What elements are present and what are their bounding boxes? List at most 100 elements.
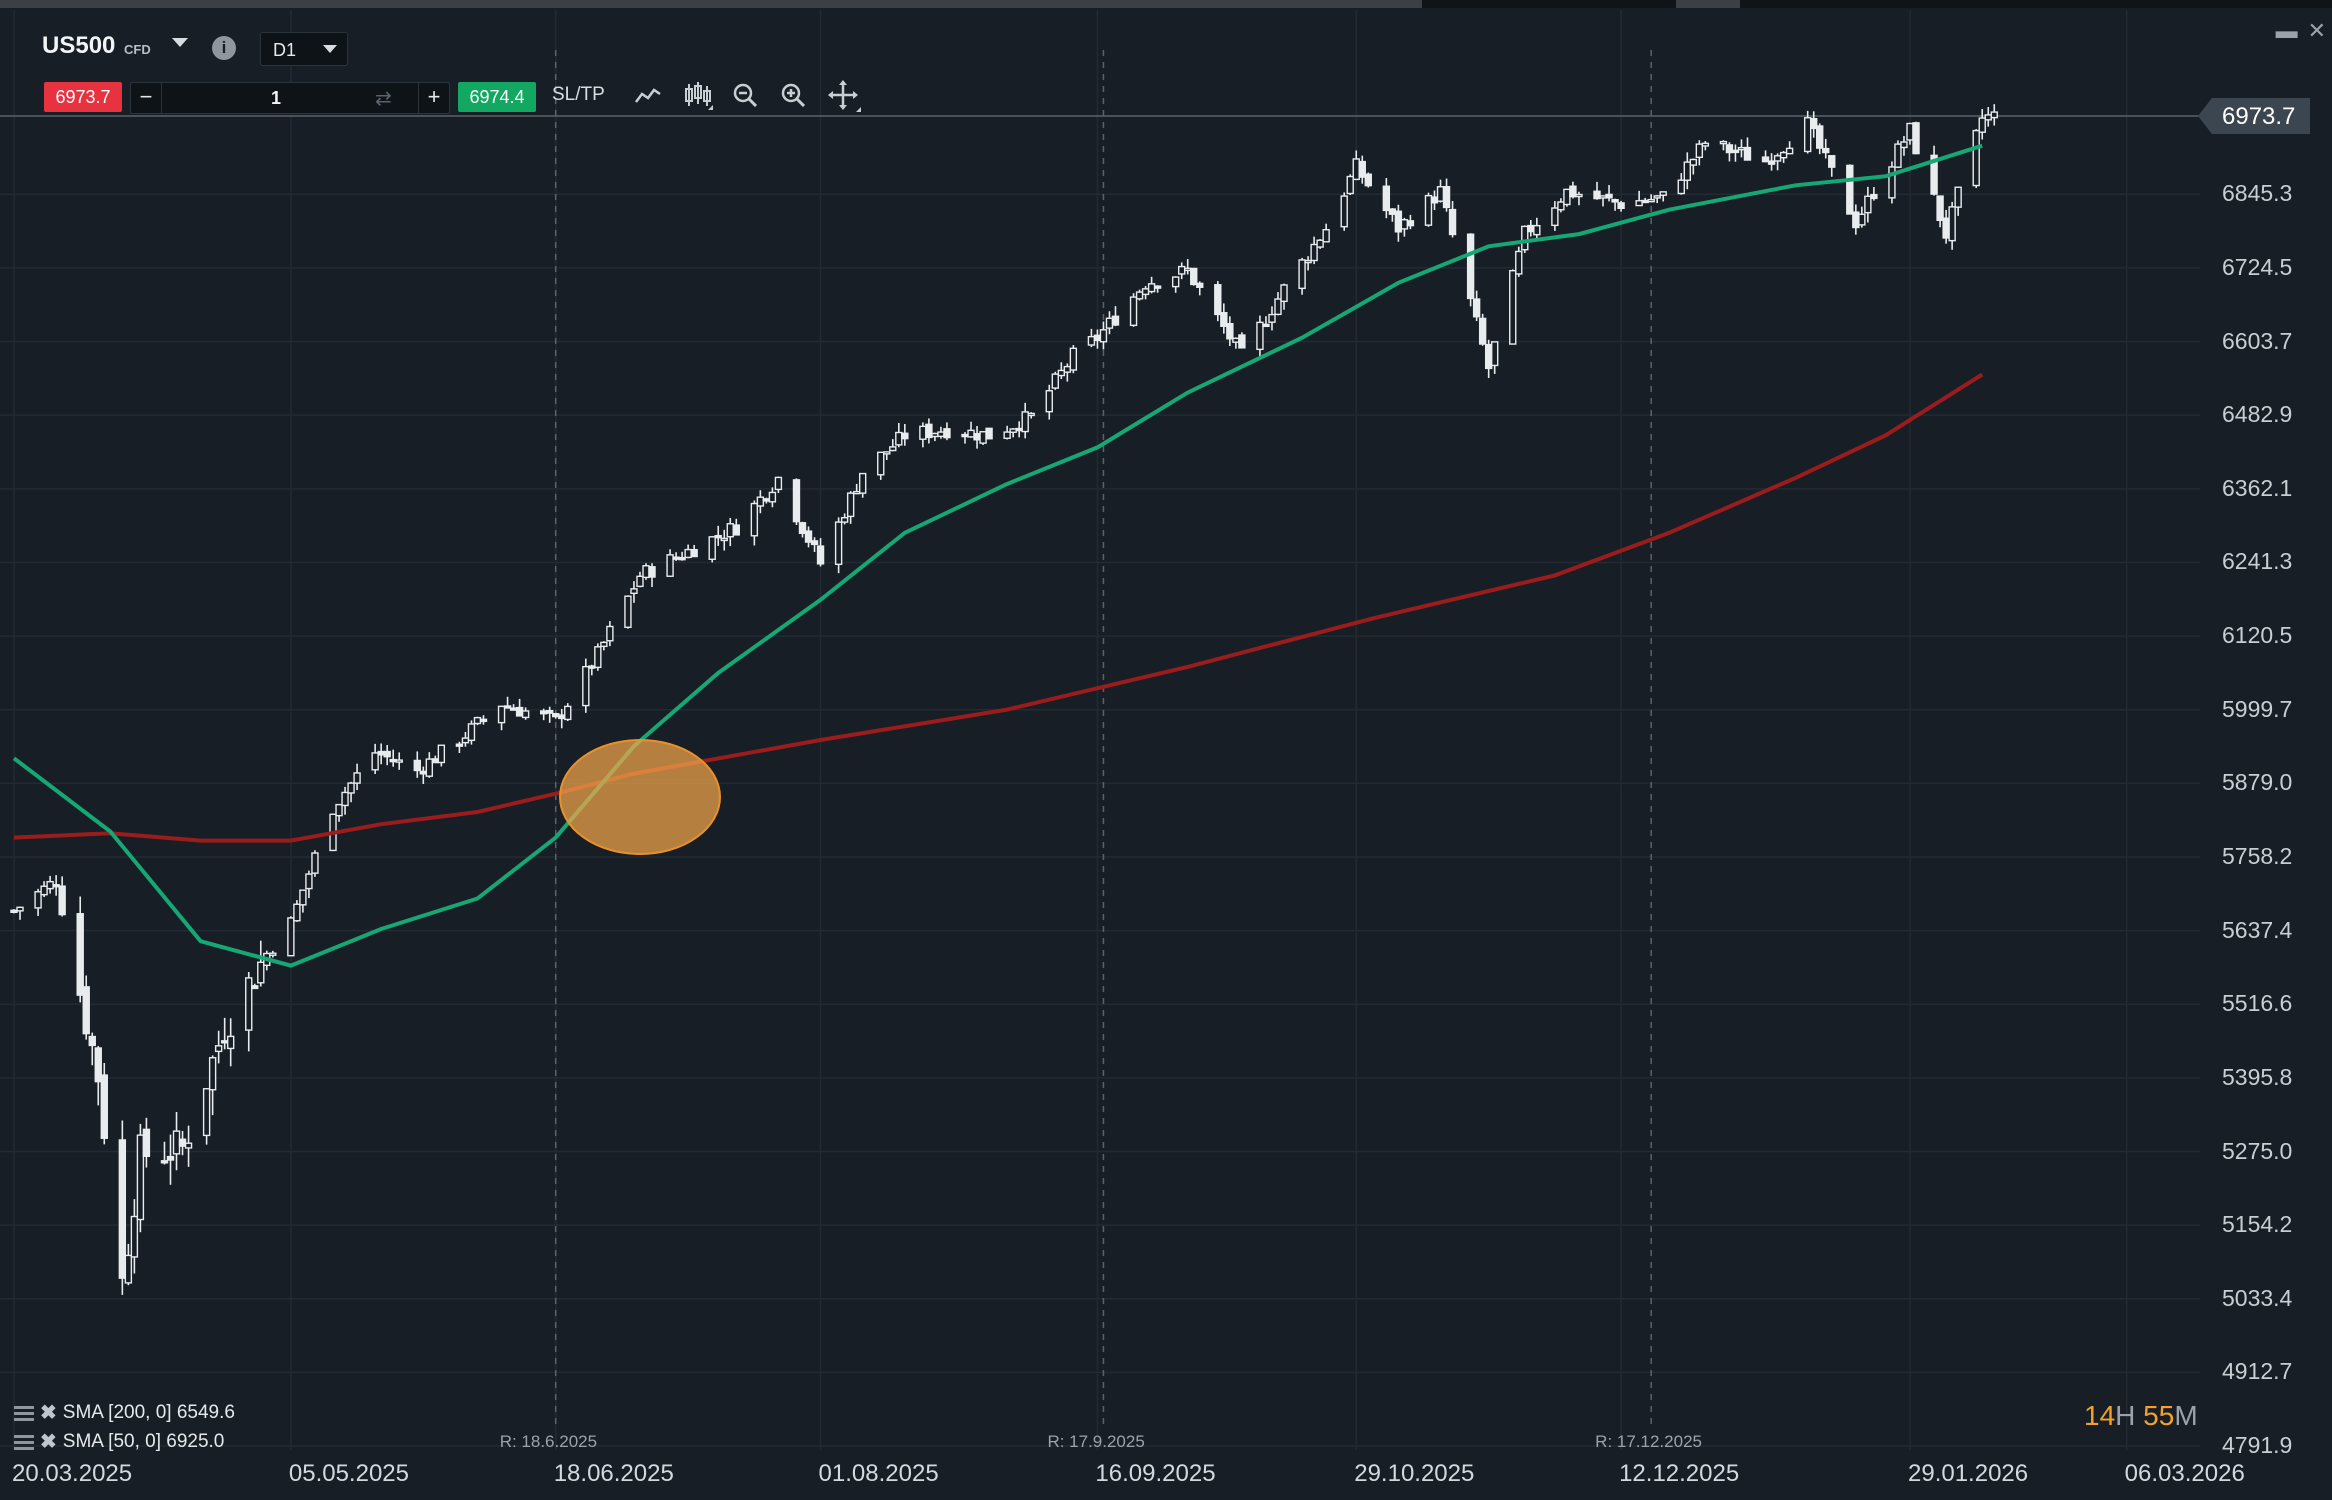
candle bbox=[1448, 200, 1457, 238]
candle bbox=[1557, 198, 1565, 213]
candle-body bbox=[1093, 334, 1102, 342]
candle-body bbox=[985, 427, 993, 440]
candle-body bbox=[1659, 191, 1667, 196]
candle-body bbox=[973, 432, 981, 441]
candle bbox=[816, 538, 825, 567]
candle-body bbox=[1472, 298, 1481, 318]
chart-grid bbox=[0, 10, 2200, 1450]
crosshair-move-icon[interactable] bbox=[826, 78, 862, 114]
candle-body bbox=[1340, 195, 1348, 228]
candle bbox=[1262, 316, 1270, 328]
candle-body bbox=[287, 917, 295, 957]
swap-icon[interactable]: ⇄ bbox=[375, 88, 392, 110]
candle-body bbox=[184, 1142, 193, 1149]
candle bbox=[1490, 341, 1499, 374]
candle bbox=[46, 875, 54, 894]
candle bbox=[798, 521, 807, 538]
candle-body bbox=[624, 595, 632, 628]
candle bbox=[1683, 152, 1691, 190]
quantity-input[interactable]: 1 bbox=[271, 88, 282, 108]
candle-body bbox=[1870, 193, 1878, 200]
remove-indicator-icon[interactable]: ✖ bbox=[40, 1431, 57, 1453]
drag-handle-icon[interactable] bbox=[14, 1405, 34, 1421]
crossover-highlight bbox=[559, 739, 721, 855]
timeframe-select[interactable]: D1 bbox=[260, 32, 348, 66]
candle-body bbox=[1816, 125, 1824, 149]
candle bbox=[889, 439, 897, 452]
candle bbox=[1569, 181, 1577, 199]
candle bbox=[1659, 191, 1667, 202]
candle bbox=[1822, 138, 1830, 159]
candle bbox=[353, 763, 361, 791]
candle bbox=[937, 426, 945, 439]
sell-button[interactable]: 6973.7 bbox=[44, 82, 122, 112]
line-chart-icon[interactable] bbox=[630, 78, 666, 114]
candle-body bbox=[1466, 233, 1475, 300]
candle bbox=[967, 421, 975, 438]
candle-body bbox=[1912, 122, 1920, 155]
candle-body bbox=[419, 770, 427, 775]
remove-indicator-icon[interactable]: ✖ bbox=[40, 1402, 57, 1424]
legend-item-sma-50[interactable]: ✖ SMA [50, 0] 6925.0 bbox=[14, 1429, 224, 1454]
candle-body bbox=[34, 891, 42, 909]
candle-body bbox=[1515, 250, 1523, 275]
legend-item-sma-200[interactable]: ✖ SMA [200, 0] 6549.6 bbox=[14, 1400, 235, 1425]
chevron-down-icon bbox=[323, 45, 337, 53]
minimize-icon[interactable]: ▬ bbox=[2275, 18, 2298, 43]
candle bbox=[1394, 204, 1403, 242]
candle-body bbox=[1045, 390, 1053, 413]
candle-body bbox=[311, 852, 319, 874]
candle bbox=[1948, 201, 1956, 250]
candle bbox=[1593, 181, 1601, 200]
candle bbox=[1701, 141, 1710, 151]
candle-body bbox=[1087, 335, 1096, 346]
date-tick-label: 20.03.2025 bbox=[12, 1460, 133, 1487]
zoom-out-icon[interactable] bbox=[728, 78, 764, 114]
candlestick-icon[interactable] bbox=[680, 78, 716, 114]
candle bbox=[636, 571, 644, 588]
increase-quantity-button[interactable]: + bbox=[418, 83, 449, 113]
candle bbox=[1852, 204, 1860, 235]
candle-body bbox=[684, 548, 692, 559]
candle bbox=[425, 752, 434, 778]
candle-body bbox=[1557, 201, 1565, 211]
candle-body bbox=[1779, 151, 1788, 159]
candle-body bbox=[642, 565, 650, 579]
close-icon[interactable]: ✕ bbox=[2307, 18, 2326, 43]
candle bbox=[648, 563, 656, 588]
candle bbox=[582, 658, 590, 713]
candle bbox=[1147, 276, 1156, 294]
zoom-in-icon[interactable] bbox=[776, 78, 812, 114]
candle bbox=[1003, 425, 1011, 440]
current-price-value: 6973.7 bbox=[2222, 103, 2296, 130]
candle-body bbox=[1238, 334, 1246, 349]
price-tick-label: 6241.3 bbox=[2222, 548, 2293, 575]
candle bbox=[1021, 402, 1029, 439]
candle-body bbox=[479, 718, 488, 723]
candle bbox=[503, 696, 512, 709]
candle bbox=[1196, 281, 1204, 296]
candle-body bbox=[172, 1130, 181, 1155]
drag-handle-icon[interactable] bbox=[14, 1434, 34, 1450]
candle-body bbox=[834, 521, 843, 566]
candle bbox=[226, 1018, 235, 1067]
candle-body bbox=[1653, 195, 1661, 199]
candle-body bbox=[1484, 343, 1493, 370]
candle bbox=[1521, 225, 1529, 253]
buy-button[interactable]: 6974.4 bbox=[458, 82, 536, 112]
candle-body bbox=[455, 743, 464, 747]
decrease-quantity-button[interactable]: − bbox=[131, 83, 162, 113]
candle bbox=[1045, 384, 1053, 420]
quantity-stepper[interactable]: − 1 ⇄ + bbox=[130, 82, 450, 114]
sltp-button[interactable]: SL/TP bbox=[552, 84, 605, 105]
symbol-name[interactable]: US500 bbox=[42, 32, 116, 59]
candle bbox=[130, 1199, 139, 1274]
candle bbox=[732, 518, 740, 536]
candle bbox=[1870, 187, 1878, 201]
candle-body bbox=[1743, 146, 1752, 161]
candle-body bbox=[1310, 243, 1318, 262]
symbol-dropdown-icon[interactable] bbox=[172, 38, 188, 47]
info-icon[interactable]: i bbox=[212, 36, 236, 60]
price-tick-label: 5999.7 bbox=[2222, 695, 2293, 722]
